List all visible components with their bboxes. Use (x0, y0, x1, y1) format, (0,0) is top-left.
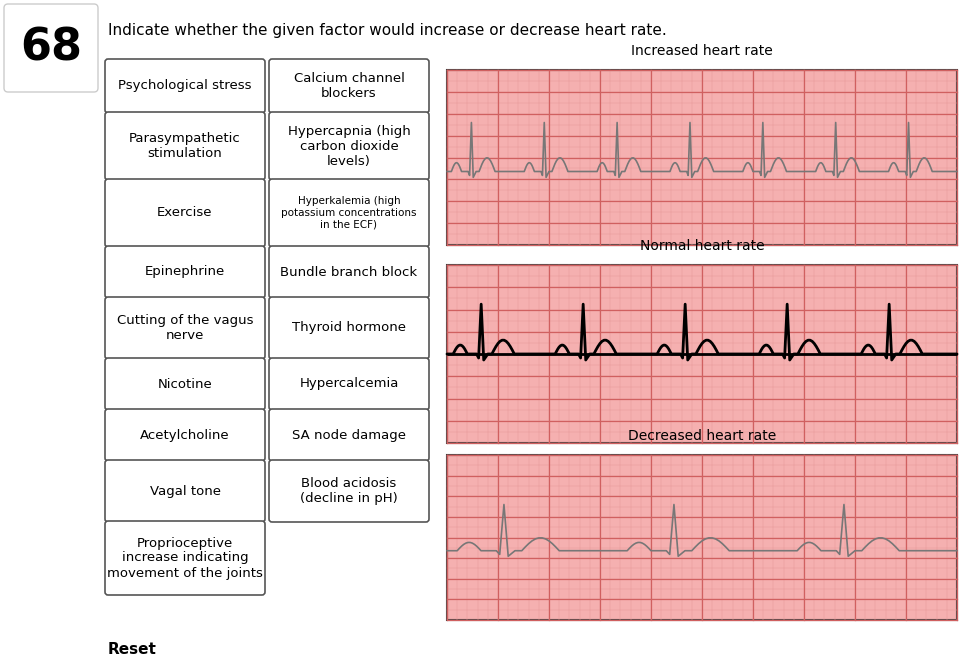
Text: Parasympathetic
stimulation: Parasympathetic stimulation (129, 132, 241, 160)
Text: Increased heart rate: Increased heart rate (631, 44, 773, 58)
Bar (447, 265, 957, 443)
FancyBboxPatch shape (4, 4, 98, 92)
Text: Hypercalcemia: Hypercalcemia (299, 377, 399, 391)
FancyBboxPatch shape (269, 246, 429, 298)
Text: Nicotine: Nicotine (157, 377, 212, 391)
FancyBboxPatch shape (269, 179, 429, 247)
FancyBboxPatch shape (105, 246, 265, 298)
Text: Exercise: Exercise (157, 206, 212, 220)
Text: Cutting of the vagus
nerve: Cutting of the vagus nerve (117, 314, 253, 342)
FancyBboxPatch shape (269, 409, 429, 461)
Text: Thyroid hormone: Thyroid hormone (292, 321, 406, 335)
Bar (447, 455, 957, 620)
FancyBboxPatch shape (105, 59, 265, 113)
Text: Epinephrine: Epinephrine (145, 265, 225, 279)
FancyBboxPatch shape (105, 179, 265, 247)
Text: Hypercapnia (high
carbon dioxide
levels): Hypercapnia (high carbon dioxide levels) (288, 124, 410, 168)
Text: Normal heart rate: Normal heart rate (640, 239, 764, 253)
FancyBboxPatch shape (105, 409, 265, 461)
Text: SA node damage: SA node damage (292, 428, 406, 442)
Text: Indicate whether the given factor would increase or decrease heart rate.: Indicate whether the given factor would … (108, 23, 667, 37)
Bar (447, 70, 957, 245)
FancyBboxPatch shape (269, 112, 429, 180)
Text: Acetylcholine: Acetylcholine (140, 428, 230, 442)
Text: Calcium channel
blockers: Calcium channel blockers (293, 72, 404, 100)
FancyBboxPatch shape (105, 358, 265, 410)
Text: Reset: Reset (108, 643, 157, 657)
FancyBboxPatch shape (269, 59, 429, 113)
FancyBboxPatch shape (105, 460, 265, 522)
Text: Decreased heart rate: Decreased heart rate (628, 429, 776, 443)
FancyBboxPatch shape (269, 460, 429, 522)
Text: 68: 68 (20, 27, 82, 69)
FancyBboxPatch shape (269, 358, 429, 410)
Text: Psychological stress: Psychological stress (119, 79, 252, 92)
Text: Hyperkalemia (high
potassium concentrations
in the ECF): Hyperkalemia (high potassium concentrati… (281, 196, 417, 230)
FancyBboxPatch shape (269, 297, 429, 359)
FancyBboxPatch shape (105, 112, 265, 180)
Text: Bundle branch block: Bundle branch block (281, 265, 418, 279)
Text: Vagal tone: Vagal tone (150, 484, 220, 498)
Text: Blood acidosis
(decline in pH): Blood acidosis (decline in pH) (300, 477, 398, 505)
FancyBboxPatch shape (105, 297, 265, 359)
Text: Proprioceptive
increase indicating
movement of the joints: Proprioceptive increase indicating movem… (107, 536, 262, 580)
FancyBboxPatch shape (105, 521, 265, 595)
